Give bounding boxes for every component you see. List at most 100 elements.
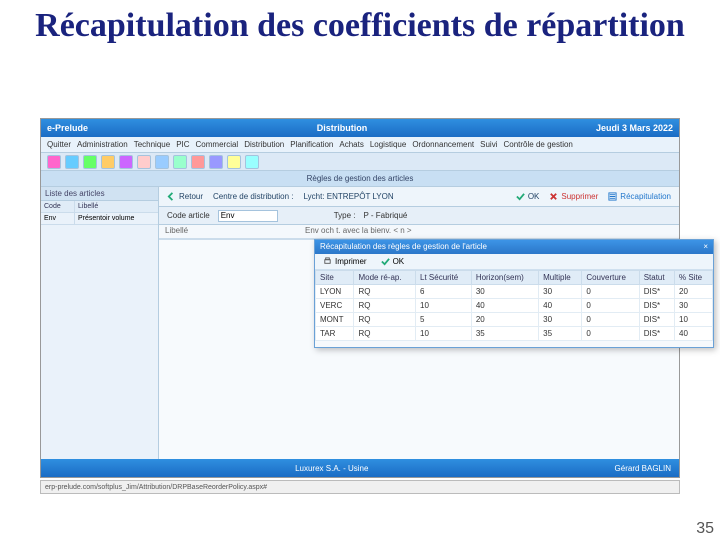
toolbar-icon[interactable] [173, 155, 187, 169]
menu-suivi[interactable]: Suivi [480, 140, 497, 149]
table-cell: 6 [416, 285, 472, 299]
toolbar-icon[interactable] [155, 155, 169, 169]
table-cell: LYON [316, 285, 354, 299]
recap-table: Site Mode ré-ap. Lt Sécurité Horizon(sem… [315, 270, 713, 341]
col-mode: Mode ré-ap. [354, 271, 416, 285]
page-number: 35 [696, 520, 714, 538]
menu-logistique[interactable]: Logistique [370, 140, 406, 149]
ok-button[interactable]: OK [516, 192, 540, 201]
app-titlebar: e-Prelude Distribution Jeudi 3 Mars 2022 [41, 119, 679, 137]
toolbar-icon[interactable] [101, 155, 115, 169]
table-cell: DIS* [639, 285, 674, 299]
menu-technique[interactable]: Technique [134, 140, 170, 149]
libelle-value: Env och t. avec la bienv. < n > [299, 225, 679, 238]
footer-right: Gérard BAGLIN [615, 464, 671, 473]
table-cell: 0 [582, 299, 639, 313]
toolbar-icon[interactable] [209, 155, 223, 169]
col-statut: Statut [639, 271, 674, 285]
centre-value: Lycht: ENTREPÔT LYON [304, 192, 394, 201]
left-panel-title: Liste des articles [41, 187, 158, 201]
table-cell: 35 [471, 327, 538, 341]
table-row[interactable]: LYONRQ630300DIS*20 [316, 285, 713, 299]
toolbar-icon[interactable] [191, 155, 205, 169]
menu-admin[interactable]: Administration [77, 140, 128, 149]
menu-commercial[interactable]: Commercial [196, 140, 239, 149]
table-cell: DIS* [639, 313, 674, 327]
toolbar-icon[interactable] [83, 155, 97, 169]
toolbar-icon[interactable] [65, 155, 79, 169]
toolbar-icon[interactable] [119, 155, 133, 169]
toolbar-icon[interactable] [47, 155, 61, 169]
table-cell: VERC [316, 299, 354, 313]
table-cell: 10 [416, 327, 472, 341]
action-bar: Retour Centre de distribution : Lycht: E… [159, 187, 679, 207]
app-window: e-Prelude Distribution Jeudi 3 Mars 2022… [40, 118, 680, 478]
check-icon [381, 257, 390, 266]
menubar: Quitter Administration Technique PIC Com… [41, 137, 679, 153]
detail-row-libelle: Libellé Env och t. avec la bienv. < n > [159, 225, 679, 239]
list-icon [608, 192, 617, 201]
modal-toolbar: Imprimer OK [315, 254, 713, 270]
table-cell: RQ [354, 285, 416, 299]
modal-close-button[interactable]: × [703, 240, 708, 254]
menu-controle[interactable]: Contrôle de gestion [503, 140, 572, 149]
table-cell: 30 [539, 313, 582, 327]
supprimer-button[interactable]: Supprimer [549, 192, 598, 201]
table-row[interactable]: MONTRQ520300DIS*10 [316, 313, 713, 327]
col-multiple: Multiple [539, 271, 582, 285]
filter-bar: Code article Type : P - Fabriqué [159, 207, 679, 225]
table-cell: 35 [539, 327, 582, 341]
left-col-code: Code [41, 201, 75, 212]
col-couv: Couverture [582, 271, 639, 285]
table-cell: TAR [316, 327, 354, 341]
left-row-lib: Présentoir volume [75, 213, 158, 224]
menu-ordonnancement[interactable]: Ordonnancement [412, 140, 474, 149]
table-cell: RQ [354, 299, 416, 313]
col-horizon: Horizon(sem) [471, 271, 538, 285]
table-row[interactable]: VERCRQ1040400DIS*30 [316, 299, 713, 313]
section-title: Règles de gestion des articles [41, 171, 679, 187]
menu-achats[interactable]: Achats [339, 140, 363, 149]
table-cell: 40 [675, 327, 713, 341]
left-row-code: Env [41, 213, 75, 224]
print-icon [323, 257, 332, 266]
menu-distribution[interactable]: Distribution [244, 140, 284, 149]
table-cell: 10 [416, 299, 472, 313]
left-grid-row[interactable]: Env Présentoir volume [41, 213, 158, 225]
type-label: Type : [334, 211, 356, 220]
app-footer: Luxurex S.A. - Usine Gérard BAGLIN [41, 459, 679, 477]
table-row[interactable]: TARRQ1035350DIS*40 [316, 327, 713, 341]
iconbar [41, 153, 679, 171]
modal-print-button[interactable]: Imprimer [323, 257, 367, 266]
main-area: Liste des articles Code Libellé Env Prés… [41, 187, 679, 459]
col-pctsite: % Site [675, 271, 713, 285]
table-cell: 10 [675, 313, 713, 327]
recap-button[interactable]: Récapitulation [608, 192, 671, 201]
app-name: e-Prelude [47, 123, 88, 133]
menu-planification[interactable]: Planification [290, 140, 333, 149]
modal-ok-button[interactable]: OK [381, 257, 405, 266]
code-article-input[interactable] [218, 210, 278, 222]
table-cell: 0 [582, 313, 639, 327]
table-cell: MONT [316, 313, 354, 327]
col-lt: Lt Sécurité [416, 271, 472, 285]
menu-pic[interactable]: PIC [176, 140, 189, 149]
toolbar-icon[interactable] [137, 155, 151, 169]
libelle-label: Libellé [159, 225, 299, 238]
table-cell: DIS* [639, 299, 674, 313]
menu-quitter[interactable]: Quitter [47, 140, 71, 149]
table-cell: 0 [582, 327, 639, 341]
toolbar-icon[interactable] [245, 155, 259, 169]
retour-button[interactable]: Retour [167, 192, 203, 201]
centre-label: Centre de distribution : [213, 192, 294, 201]
left-col-lib: Libellé [75, 201, 158, 212]
back-arrow-icon [167, 192, 176, 201]
table-cell: 20 [675, 285, 713, 299]
right-panel: Retour Centre de distribution : Lycht: E… [159, 187, 679, 459]
slide-title: Récapitulation des coefficients de répar… [0, 0, 720, 55]
type-value: P - Fabriqué [363, 211, 407, 220]
table-cell: RQ [354, 327, 416, 341]
toolbar-icon[interactable] [227, 155, 241, 169]
left-panel: Liste des articles Code Libellé Env Prés… [41, 187, 159, 459]
col-site: Site [316, 271, 354, 285]
